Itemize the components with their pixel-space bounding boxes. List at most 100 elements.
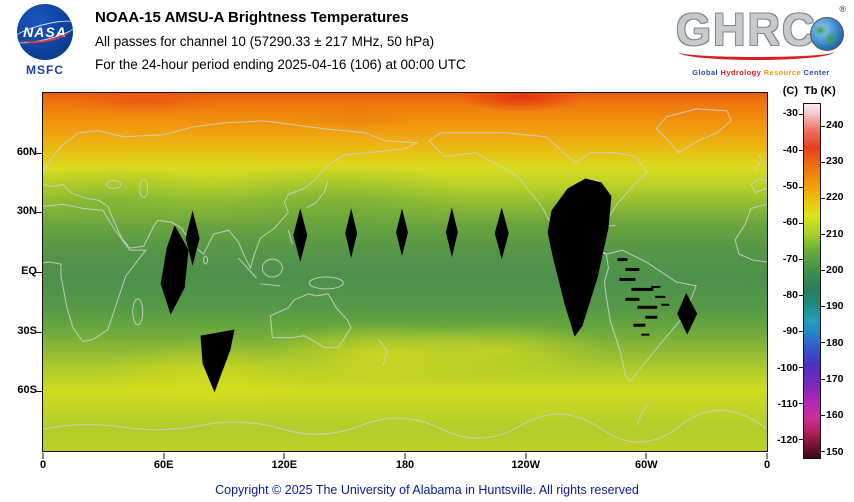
data-gap-dash bbox=[655, 295, 666, 298]
y-axis-tick-label: EQ bbox=[21, 265, 37, 277]
copyright-text: Copyright © 2025 The University of Alaba… bbox=[215, 483, 639, 497]
colorbar-c-tick-mark bbox=[799, 439, 803, 441]
ghrc-swoosh-icon bbox=[678, 44, 834, 60]
colorbar-c-tick-label: -90 bbox=[782, 325, 798, 338]
msfc-label: MSFC bbox=[26, 63, 64, 77]
colorbar-k-tick-label: 180 bbox=[826, 336, 844, 349]
colorbar-c-tick-label: -40 bbox=[782, 143, 798, 156]
data-gap-dash bbox=[641, 333, 650, 336]
colorbar-k-tick-mark bbox=[821, 234, 825, 236]
colorbar-k-tick-mark bbox=[821, 378, 825, 380]
colorbar-k-tick-label: 150 bbox=[826, 445, 844, 458]
colorbar-c-tick-label: -110 bbox=[777, 397, 798, 410]
ghrc-tagline: Global Hydrology Resource Center bbox=[676, 68, 846, 77]
x-axis-tick-label: 0 bbox=[39, 459, 47, 471]
colorbar-c-tick-mark bbox=[799, 258, 803, 260]
colorbar-k-tick-mark bbox=[821, 125, 825, 127]
colorbar-c-tick-label: -100 bbox=[776, 361, 798, 374]
colorbar-k-tick-mark bbox=[821, 161, 825, 163]
colorbar-k-tick-mark bbox=[821, 197, 825, 199]
colorbar-c-tick-mark bbox=[799, 331, 803, 333]
y-axis-tick-label: 60S bbox=[17, 384, 37, 397]
colorbar-c-tick-label: -120 bbox=[776, 434, 798, 447]
data-gap-dash bbox=[625, 297, 640, 301]
nasa-logo-text: NASA bbox=[23, 24, 67, 40]
y-axis-tick-label: 30S bbox=[17, 324, 37, 337]
data-gap-polygon bbox=[547, 178, 612, 337]
colorbar-c-tick-label: -50 bbox=[782, 180, 798, 192]
colorbar bbox=[799, 103, 825, 459]
colorbar-c-tick-mark bbox=[799, 114, 803, 116]
x-axis-tick-label: 60E bbox=[153, 459, 174, 471]
x-axis-tick-label: 60W bbox=[634, 459, 658, 471]
ghrc-tagline-word: Hydrology bbox=[718, 68, 762, 77]
colorbar-c-tick-mark bbox=[799, 367, 803, 369]
data-gap-dash bbox=[625, 268, 640, 272]
period-subtitle: For the 24-hour period ending 2025-04-16… bbox=[95, 57, 466, 72]
data-gap-lens bbox=[396, 208, 408, 257]
channel-subtitle: All passes for channel 10 (57290.33 ± 21… bbox=[95, 34, 435, 49]
colorbar-gradient bbox=[804, 104, 820, 458]
colorbar-c-tick-label: -70 bbox=[782, 252, 798, 265]
data-gap-polygon bbox=[677, 292, 698, 335]
colorbar-c-tick-mark bbox=[799, 222, 803, 224]
x-axis-tick-label: 120E bbox=[271, 459, 298, 471]
ghrc-logo: GHRC ® Global Hydrology Resource Center bbox=[676, 4, 846, 86]
x-axis-tick-mark bbox=[42, 453, 44, 459]
colorbar-c-tick-mark bbox=[799, 186, 803, 188]
colorbar-k-tick-label: 210 bbox=[826, 227, 844, 240]
plot-titles: NOAA-15 AMSU-A Brightness Temperatures A… bbox=[95, 9, 466, 80]
colorbar-k-tick-label: 240 bbox=[826, 118, 844, 131]
colorbar-k-tick-mark bbox=[821, 270, 825, 272]
data-gap-polygon bbox=[200, 329, 235, 393]
x-axis-tick-mark bbox=[525, 453, 527, 459]
colorbar-kelvin-label: Tb (K) bbox=[804, 85, 836, 97]
colorbar-k-tick-label: 220 bbox=[826, 191, 844, 204]
data-gaps bbox=[160, 178, 698, 393]
ghrc-tagline-word: Center bbox=[801, 68, 830, 77]
colorbar-c-tick-mark bbox=[799, 403, 803, 405]
ghrc-tagline-word: Resource bbox=[761, 68, 802, 77]
data-gap-polygon bbox=[160, 225, 189, 315]
data-gap-lens bbox=[494, 207, 509, 260]
colorbar-c-tick-mark bbox=[799, 150, 803, 152]
y-axis-tick-mark bbox=[36, 272, 42, 273]
colorbar-c-tick-label: -60 bbox=[782, 216, 798, 229]
data-gap-lens bbox=[185, 210, 200, 267]
y-axis-tick-mark bbox=[36, 391, 42, 393]
x-axis-tick-label: 180 bbox=[395, 459, 415, 471]
x-axis-tick-label: 0 bbox=[763, 459, 771, 471]
colorbar-c-ticks: -30 -40 -50 -60 -70 -80 -90 -100 -110 -120 bbox=[766, 103, 798, 459]
y-axis-tick-label: 30N bbox=[16, 205, 37, 218]
colorbar-k-tick-label: 200 bbox=[826, 264, 844, 277]
colorbar-k-tick-label: 190 bbox=[826, 300, 844, 313]
colorbar-k-tick-mark bbox=[821, 342, 825, 344]
y-axis-tick-mark bbox=[36, 212, 42, 214]
colorbar-c-tick-label: -80 bbox=[782, 288, 798, 301]
data-gap-dash bbox=[661, 303, 670, 306]
data-gap-lens bbox=[445, 207, 458, 258]
data-gap-dash bbox=[633, 323, 646, 327]
colorbar-header: (C) Tb (K) bbox=[764, 85, 854, 97]
colorbar-k-tick-label: 160 bbox=[826, 409, 844, 422]
data-gap-dash bbox=[631, 287, 654, 291]
colorbar-c-tick-label: -30 bbox=[782, 107, 798, 120]
nasa-logo: NASA MSFC bbox=[12, 4, 78, 77]
y-axis-tick-mark bbox=[36, 331, 42, 333]
x-axis-tick-mark bbox=[404, 453, 406, 459]
data-gap-dash bbox=[619, 277, 636, 281]
registered-trademark-icon: ® bbox=[839, 4, 846, 14]
colorbar-c-tick-mark bbox=[799, 294, 803, 296]
x-axis-tick-label: 120W bbox=[511, 459, 541, 471]
data-gap-lens bbox=[345, 208, 358, 259]
data-gap-dash bbox=[637, 305, 658, 309]
data-gap-dash bbox=[645, 315, 658, 319]
data-gap-dash bbox=[617, 258, 628, 262]
y-axis-tick-mark bbox=[36, 152, 42, 154]
x-axis-tick-mark bbox=[645, 453, 647, 459]
page-title: NOAA-15 AMSU-A Brightness Temperatures bbox=[95, 9, 409, 26]
colorbar-k-ticks: 240 230 220 210 200 190 180 170 160 150 bbox=[826, 103, 854, 459]
nasa-meatball-icon: NASA bbox=[17, 4, 73, 60]
map-plot: 60N 30N EQ 30S 60S 0 60E 120E 180 120W 60W 0 bbox=[17, 92, 770, 471]
colorbar-k-tick-mark bbox=[821, 414, 825, 416]
